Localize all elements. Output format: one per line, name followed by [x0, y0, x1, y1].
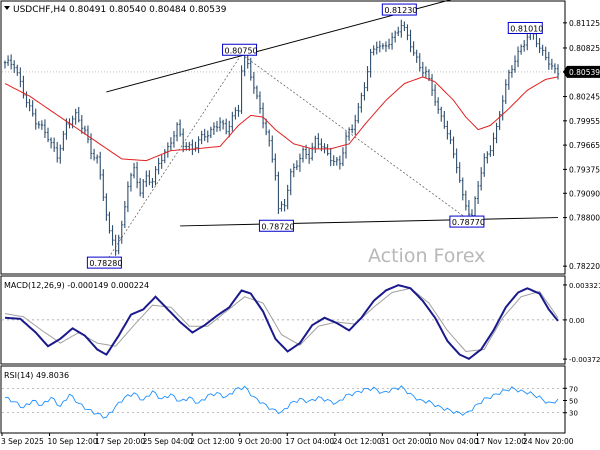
time-tick-label: 10 Nov 04:00	[428, 437, 479, 446]
projection-line	[106, 54, 242, 262]
time-tick-label: 17 Oct 04:00	[285, 437, 334, 446]
dropdown-triangle-icon[interactable]	[4, 6, 10, 10]
price-tick-label: 0.78220	[569, 262, 600, 271]
rsi-panel	[0, 365, 566, 434]
price-label: 0.78770	[452, 218, 485, 227]
time-tick-label: 10 Sep 12:00	[48, 437, 98, 446]
time-tick-label: 25 Sep 04:00	[143, 437, 193, 446]
projection-line	[241, 53, 470, 221]
price-tick-label: 0.81125	[569, 19, 600, 28]
price-label: 0.80750	[225, 46, 258, 55]
price-label: 0.78720	[261, 222, 294, 231]
time-tick-label: 3 Sep 2025	[1, 437, 44, 446]
rsi-line	[4, 385, 559, 419]
time-tick-label: 17 Sep 20:00	[95, 437, 145, 446]
time-tick-label: 2 Oct 12:00	[190, 437, 234, 446]
price-label-box	[86, 256, 122, 269]
macd-axis: 0.003321 0.00 -0.003723	[2, 282, 600, 364]
price-label: 0.81010	[510, 24, 543, 33]
rsi-label: RSI(14) 49.8036	[4, 371, 69, 380]
time-tick-label: 31 Oct 20:00	[380, 437, 429, 446]
macd-tick-label: -0.003723	[569, 356, 600, 364]
rsi-tick-label: 70	[569, 385, 578, 393]
price-panel	[0, 0, 566, 275]
price-tick-label: 0.79665	[569, 141, 600, 150]
time-tick-label: 9 Oct 20:00	[238, 437, 282, 446]
macd-tick-label: 0.003321	[569, 282, 600, 290]
macd-label: MACD(12,26,9) -0.000149 0.000224	[4, 281, 149, 290]
macd-main-line	[4, 284, 559, 360]
symbol-label: USDCHF,H4	[13, 5, 66, 15]
price-label-box	[449, 215, 485, 228]
macd-lines	[4, 284, 559, 360]
rsi-tick-label: 50	[569, 398, 578, 406]
time-tick-label: 17 Nov 12:00	[475, 437, 526, 446]
price-label-box	[507, 21, 543, 34]
price-label-box	[222, 43, 258, 56]
trend-line	[180, 217, 559, 227]
watermark: Action Forex	[368, 245, 485, 267]
rsi-line	[4, 385, 559, 419]
macd-signal-line	[4, 287, 559, 353]
price-tag-label: 0.80539	[569, 68, 600, 77]
price-label: 0.81230	[384, 6, 417, 15]
rsi-axis: 70 50 30	[2, 385, 578, 418]
time-tick-label: 24 Oct 12:00	[333, 437, 382, 446]
macd-tick-label: 0.00	[569, 317, 585, 325]
price-tick-label: 0.78800	[569, 214, 600, 223]
current-price-tag: 0.80539	[563, 65, 600, 78]
rsi-tick-label: 30	[569, 410, 578, 418]
price-tick-label: 0.79090	[569, 189, 600, 198]
moving-average-line	[4, 76, 559, 162]
price-point-labels: 0.78280 0.80750 0.78720 0.81230 0.78770 0.810…	[86, 3, 543, 269]
price-tick-label: 0.80245	[569, 93, 600, 102]
price-label: 0.78280	[89, 259, 122, 268]
moving-average	[4, 76, 559, 162]
ohlc-readout: 0.80491 0.80540 0.80484 0.80539	[69, 5, 227, 15]
time-tick-label: 24 Nov 20:00	[523, 437, 574, 446]
price-tag-background	[563, 65, 600, 78]
price-tick-label: 0.79375	[569, 165, 600, 174]
price-tick-label: 0.80825	[569, 44, 600, 53]
price-label-box	[381, 3, 417, 16]
price-tick-label: 0.79955	[569, 117, 600, 126]
price-label-box	[258, 219, 294, 232]
